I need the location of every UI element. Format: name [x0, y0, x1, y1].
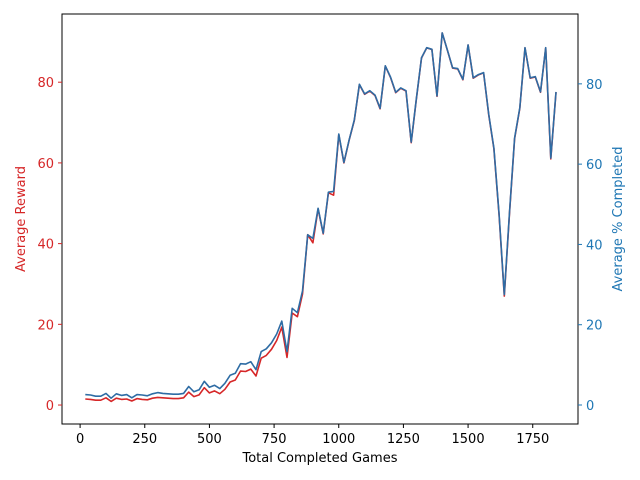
right-y-axis-label: Average % Completed	[611, 147, 626, 292]
x-axis-label: Total Completed Games	[241, 451, 397, 466]
x-tick-label: 1500	[452, 432, 485, 447]
plot-frame	[61, 13, 579, 425]
right-y-tick-label: 0	[586, 399, 594, 414]
right-y-tick-label: 40	[586, 238, 603, 253]
left-y-tick-label: 20	[37, 318, 54, 333]
x-tick-label: 500	[197, 432, 222, 447]
right-y-tick-label: 60	[586, 158, 603, 173]
series-lines	[85, 32, 557, 403]
x-tick-label: 250	[132, 432, 157, 447]
left-y-axis: 0 20 40 60 80	[37, 76, 62, 414]
x-tick-label: 750	[262, 432, 287, 447]
x-tick-label: 1000	[322, 432, 355, 447]
right-y-tick-label: 20	[586, 319, 603, 334]
left-y-axis-label: Average Reward	[14, 166, 29, 272]
left-y-tick-label: 60	[37, 157, 54, 172]
x-tick-label: 1250	[387, 432, 420, 447]
left-y-tick-label: 80	[37, 76, 54, 91]
x-axis: 0 250 500 750 1000 1250 1500 1750	[76, 424, 549, 447]
left-y-tick-label: 0	[46, 399, 54, 414]
right-y-axis: 0 20 40 60 80	[578, 78, 603, 414]
right-y-tick-label: 80	[586, 78, 603, 93]
x-tick-label: 1750	[516, 432, 549, 447]
x-tick-label: 0	[76, 432, 84, 447]
left-y-tick-label: 40	[37, 238, 54, 253]
average-completed-line	[85, 32, 557, 400]
